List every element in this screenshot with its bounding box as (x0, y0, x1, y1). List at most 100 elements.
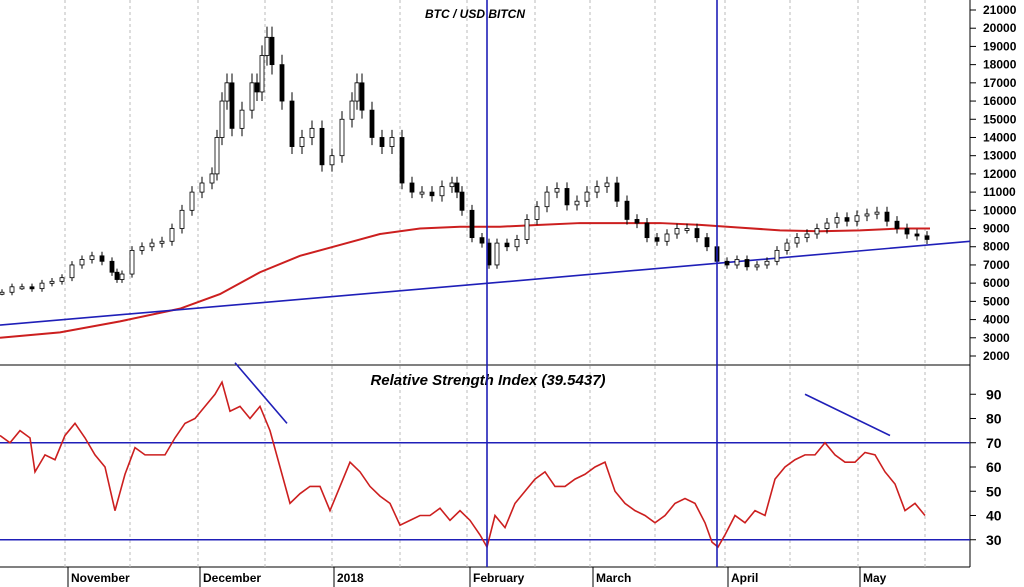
rsi-axis: 30 40 50 60 70 80 90 (970, 386, 1002, 548)
price-tick-label: 10000 (983, 203, 1017, 217)
month-label: February (473, 571, 525, 585)
x-axis: November December 2018 February March April Ma… (67, 567, 887, 587)
rsi-trend-segment (234, 362, 288, 424)
candle-body (574, 200, 580, 206)
candle-body (359, 82, 365, 111)
moving-average-line (0, 222, 930, 339)
candle-body (224, 82, 230, 102)
rsi-tick-label: 70 (986, 435, 1002, 451)
candle-body (19, 286, 25, 290)
rsi-tick-label: 80 (986, 411, 1002, 427)
month-label: April (731, 571, 758, 585)
candle-body (114, 271, 120, 280)
candle-body (864, 213, 870, 217)
price-tick-label: 6000 (983, 276, 1010, 290)
candle-body (734, 259, 740, 266)
candle-body (754, 264, 760, 268)
candle-body (469, 209, 475, 239)
candle-body (524, 219, 530, 240)
candle-body (209, 173, 215, 184)
candle-body (269, 36, 275, 66)
candle-body (389, 137, 395, 147)
candle-body (279, 64, 285, 102)
candle-body (834, 217, 840, 224)
rsi-tick-label: 60 (986, 459, 1002, 475)
price-tick-label: 2000 (983, 349, 1010, 363)
month-label: March (596, 571, 631, 585)
candle-body (764, 260, 770, 266)
candle-body (634, 219, 640, 224)
candle-body (189, 191, 195, 211)
candle-body (59, 277, 65, 282)
price-tick-label: 16000 (983, 94, 1017, 108)
candle-body (704, 237, 710, 248)
candle-body (784, 242, 790, 251)
candle-body (139, 246, 145, 251)
candle-body (409, 182, 415, 193)
rsi-series (0, 362, 970, 550)
candle-body (9, 286, 15, 293)
candle-body (594, 186, 600, 193)
candle-body (654, 237, 660, 242)
candle-body (399, 137, 405, 184)
price-tick-label: 11000 (983, 185, 1016, 199)
candle-body (329, 155, 335, 166)
rsi-tick-label: 50 (986, 483, 1002, 499)
candle-body (39, 282, 45, 290)
price-tick-label: 20000 (983, 21, 1017, 35)
candle-body (564, 188, 570, 206)
candle-body (694, 228, 700, 239)
price-candles (0, 26, 930, 296)
price-tick-label: 4000 (983, 313, 1010, 327)
price-axis: 2000 3000 4000 5000 6000 7000 8000 9000 10000 110… (970, 3, 1017, 363)
month-label: 2018 (337, 571, 364, 585)
candle-body (874, 211, 880, 215)
candle-body (309, 127, 315, 138)
candle-body (339, 118, 345, 157)
candle-body (254, 82, 260, 93)
candle-body (814, 228, 820, 235)
price-tick-label: 14000 (983, 130, 1017, 144)
candle-body (774, 249, 780, 262)
candle-body (684, 228, 690, 231)
price-tick-label: 3000 (983, 331, 1010, 345)
candle-body (239, 109, 245, 129)
candle-body (349, 100, 355, 120)
candle-body (584, 191, 590, 202)
candle-body (884, 211, 890, 222)
price-tick-label: 15000 (983, 112, 1017, 126)
candle-body (449, 182, 455, 188)
candle-body (69, 264, 75, 279)
candle-body (534, 206, 540, 220)
month-label: November (71, 571, 130, 585)
candle-body (264, 36, 270, 56)
candle-body (179, 209, 185, 229)
candle-body (149, 242, 155, 248)
candle-body (544, 191, 550, 208)
candle-body (379, 137, 385, 147)
month-label: December (203, 571, 261, 585)
price-tick-label: 9000 (983, 222, 1010, 236)
candle-body (854, 215, 860, 222)
candle-body (844, 217, 850, 222)
candle-body (804, 233, 810, 239)
price-tick-label: 18000 (983, 58, 1017, 72)
candle-body (169, 228, 175, 242)
price-tick-label: 12000 (983, 167, 1017, 181)
candle-body (644, 222, 650, 239)
rsi-tick-label: 40 (986, 508, 1002, 524)
candle-body (904, 228, 910, 235)
price-tick-label: 19000 (983, 39, 1017, 53)
candle-body (0, 291, 5, 295)
candle-body (159, 240, 165, 244)
candle-body (794, 237, 800, 244)
candle-body (214, 137, 220, 175)
candle-body (89, 255, 95, 260)
candle-body (914, 233, 920, 237)
rsi-chart-title: Relative Strength Index (39.5437) (370, 372, 605, 389)
candle-body (199, 182, 205, 193)
candle-body (249, 82, 255, 111)
candle-body (724, 260, 730, 266)
price-tick-label: 8000 (983, 240, 1010, 254)
candle-body (299, 137, 305, 147)
